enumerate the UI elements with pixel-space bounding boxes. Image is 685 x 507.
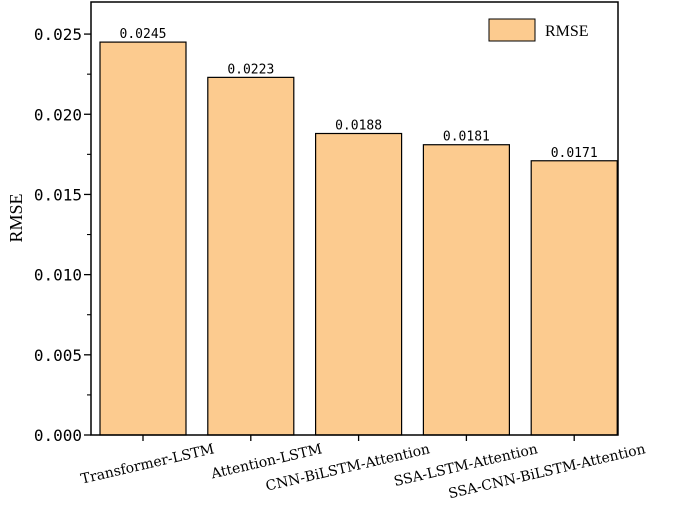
axes-layer (84, 1, 619, 441)
data-label-3: 0.0188 (335, 119, 382, 134)
data-label-1: 0.0245 (120, 27, 167, 42)
y-tick-label-1: 0.005 (34, 346, 82, 365)
bar-2 (207, 76, 295, 436)
y-tick-label-4: 0.020 (34, 105, 82, 124)
x-tick-label-5: SSA-CNN-BiLSTM-Attention (447, 441, 647, 502)
legend: RMSE (488, 18, 589, 42)
data-label-2: 0.0223 (227, 62, 274, 77)
y-tick-label-2: 0.010 (34, 266, 82, 285)
legend-label-rmse: RMSE (545, 23, 589, 40)
bar-1 (99, 41, 187, 436)
bars-layer (99, 41, 618, 436)
bar-4 (422, 144, 510, 436)
x-tick-label-1: Transformer-LSTM (79, 441, 216, 487)
legend-swatch-rmse (488, 18, 536, 42)
bar-3 (315, 132, 403, 436)
y-tick-label-0: 0.000 (34, 426, 82, 445)
y-tick-label-5: 0.025 (34, 25, 82, 44)
bar-5 (530, 160, 618, 436)
plot-frame (90, 1, 619, 436)
y-axis-label: RMSE (6, 193, 26, 242)
data-label-5: 0.0171 (551, 146, 598, 161)
data-label-4: 0.0181 (443, 130, 490, 145)
y-tick-label-3: 0.015 (34, 185, 82, 204)
